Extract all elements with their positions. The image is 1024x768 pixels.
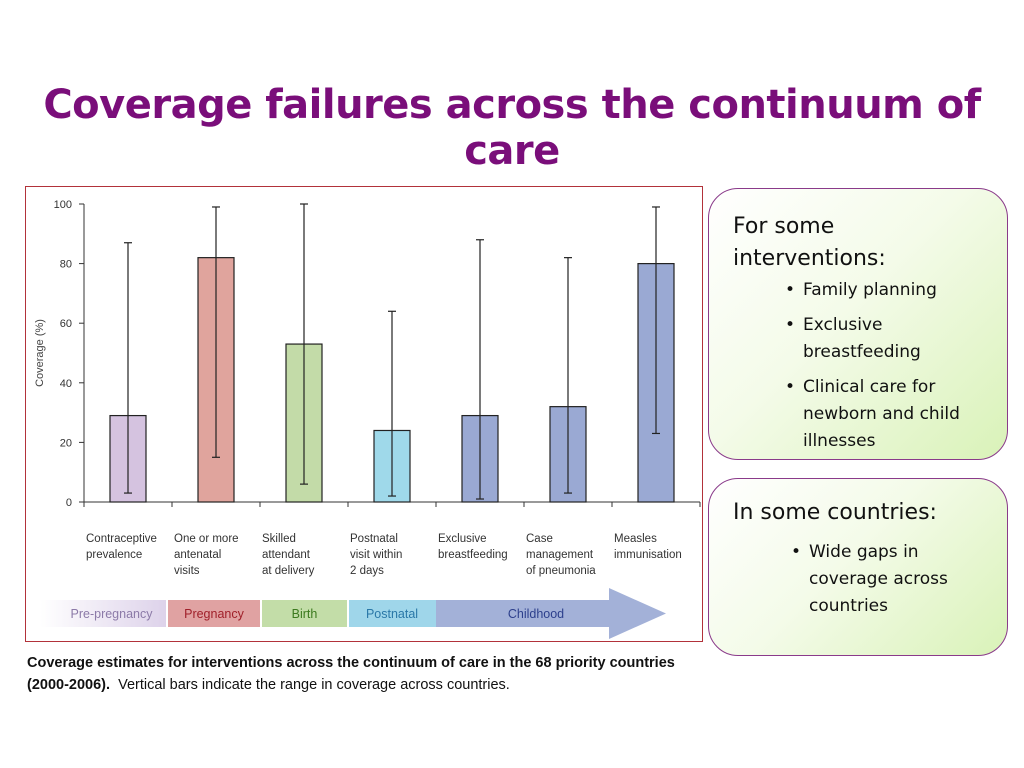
callout-heading: For some interventions: — [733, 214, 886, 271]
callout-heading: In some countries: — [733, 500, 937, 525]
caption-bold: Coverage estimates for interventions acr… — [27, 655, 675, 693]
list-item: Wide gaps in coverage across countries — [791, 539, 989, 620]
y-tick-label: 100 — [54, 199, 72, 211]
stage-label: Pre-pregnancy — [71, 607, 154, 621]
y-tick-label: 40 — [60, 378, 72, 390]
x-tick-label: One or more antenatal visits — [174, 533, 239, 577]
stage-label: Postnatal — [366, 607, 418, 621]
y-tick-label: 0 — [66, 497, 72, 509]
stage-label: Pregnancy — [184, 607, 245, 621]
y-tick-label: 60 — [60, 318, 72, 330]
list-item: Family planning — [785, 277, 989, 304]
callout-some-interventions: For some interventions: Family planning … — [708, 188, 1008, 460]
coverage-bar-chart: 0 20 40 60 80 100 Coverage (%) Contraceptive pre… — [34, 199, 701, 639]
callout-some-countries: In some countries: Wide gaps in coverage… — [708, 478, 1008, 656]
list-item: Clinical care for newborn and child illn… — [785, 374, 989, 455]
stage-band — [261, 600, 348, 627]
x-tick-label: Measles immunisation — [614, 533, 682, 561]
stage-band — [167, 600, 261, 627]
chart-frame: 0 20 40 60 80 100 Coverage (%) Contraceptive pre… — [25, 186, 703, 642]
y-axis-label: Coverage (%) — [34, 319, 46, 387]
slide-title: Coverage failures across the continuum o… — [43, 82, 981, 174]
stage-band — [348, 600, 436, 627]
y-tick-label: 80 — [60, 259, 72, 271]
x-tick-label: Case management of pneumonia — [526, 533, 596, 577]
x-tick-label: Skilled attendant at delivery — [262, 533, 315, 577]
stage-label: Birth — [292, 607, 318, 621]
stage-label: Childhood — [508, 607, 564, 621]
callout-list: Wide gaps in coverage across countries — [733, 539, 989, 620]
list-item: Exclusive breastfeeding — [785, 312, 989, 366]
x-tick-label: Exclusive breastfeeding — [438, 533, 508, 561]
stage-band-arrow — [436, 588, 666, 639]
callout-list: Family planning Exclusive breastfeeding … — [733, 277, 989, 455]
chart-caption: Coverage estimates for interventions acr… — [27, 652, 677, 696]
y-tick-label: 20 — [60, 437, 72, 449]
x-tick-label: Contraceptive prevalence — [86, 533, 157, 561]
caption-rest: Vertical bars indicate the range in cove… — [118, 677, 510, 693]
x-tick-label: Postnatal visit within 2 days — [350, 533, 402, 577]
stage-band — [40, 600, 167, 627]
